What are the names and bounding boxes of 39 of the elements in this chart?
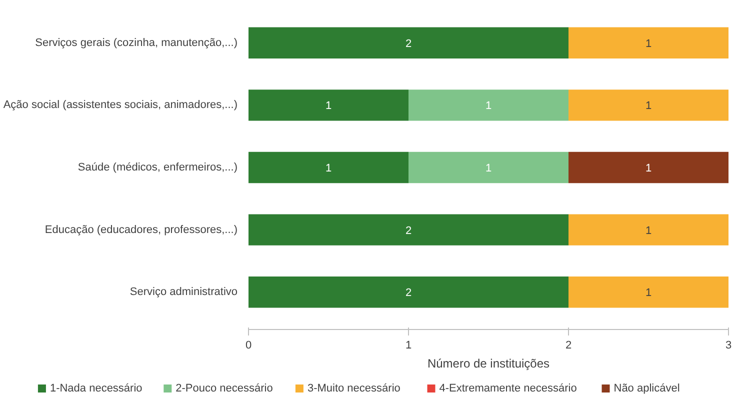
y-tick-label: Saúde (médicos, enfermeiros,...) (78, 162, 238, 174)
bar (248, 214, 568, 246)
bar (568, 214, 728, 246)
data-label: 1 (645, 100, 652, 112)
x-tick-label: 2 (565, 340, 572, 352)
bar (248, 152, 408, 184)
bar (568, 152, 728, 184)
data-label: 1 (645, 224, 652, 237)
y-tick-label: Educação (educadores, professores,...) (44, 224, 238, 236)
y-tick-label: Ação social (assistentes sociais, animadores,...) (3, 99, 238, 112)
y-tick-label: Serviço administrativo (130, 286, 238, 298)
data-label: 1 (325, 100, 332, 112)
bar (568, 276, 728, 308)
bar (408, 90, 568, 121)
data-label: 2 (405, 287, 412, 300)
data-label: 1 (645, 38, 652, 50)
legend-label: 3-Muito necessário (307, 382, 400, 394)
bar (568, 27, 728, 58)
bar (248, 27, 568, 58)
legend-label: 4-Extremamente necessário (439, 382, 577, 394)
legend-label: 2-Pouco necessário (176, 382, 273, 394)
data-label: 1 (645, 287, 652, 300)
x-tick-label: 3 (725, 340, 732, 352)
y-tick-label: Serviços gerais (cozinha, manutenção,...) (35, 36, 238, 49)
data-label: 1 (325, 162, 332, 174)
bar (248, 276, 568, 308)
legend-label: 1-Nada necessário (50, 382, 142, 394)
x-axis-title: Número de instituições (427, 356, 550, 370)
data-label: 2 (405, 224, 412, 237)
data-label: 1 (485, 100, 492, 112)
data-label: 2 (405, 38, 412, 50)
data-label: 1 (645, 162, 652, 174)
x-tick-label: 1 (405, 340, 412, 352)
bar (408, 152, 568, 184)
x-tick-label: 0 (245, 340, 252, 352)
legend-label: Não aplicável (614, 382, 680, 394)
data-label: 1 (485, 162, 492, 174)
bar (248, 90, 408, 121)
bar (568, 90, 728, 121)
